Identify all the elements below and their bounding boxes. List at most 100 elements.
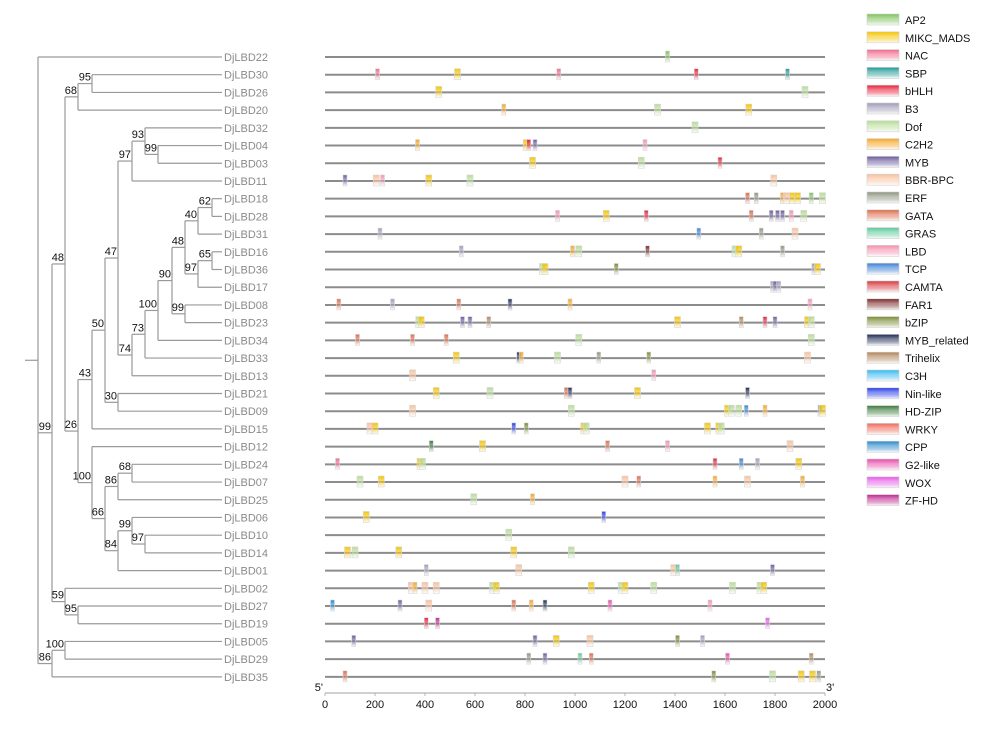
motif-bbr-bpc [804,351,811,364]
motif-myb-related [567,387,573,399]
motif-myb [351,635,357,647]
motif-dof [807,316,815,328]
motif-dof [567,546,575,559]
axis-tick-label: 1800 [763,699,787,711]
legend-item: CAMTA [866,280,943,294]
legend-label: C2H2 [905,140,933,152]
legend-item: bZIP [866,316,928,330]
motif-gata [336,298,342,311]
motif-gras [577,652,583,665]
legend-label: WOX [905,478,932,490]
gene-label: DjLBD28 [224,211,268,223]
legend-label: GRAS [905,229,936,241]
motif-gata [342,670,348,683]
gene-label: DjLBD26 [224,87,268,99]
motif-c2h2 [415,139,420,151]
legend-label: LBD [905,246,926,258]
motif-gata [563,387,569,399]
motif-gras [675,564,680,576]
motif-lbd [380,174,385,187]
motif-dof [351,546,359,559]
motif-dof [800,210,808,222]
motif-c2h2 [567,298,573,311]
motif-dof [356,475,364,488]
phylogenetic-tree: 9568939997624048659790991007374473050432… [25,56,222,678]
motif-lbd [788,210,794,222]
axis-tick-label: 200 [366,699,384,711]
motif-dof [554,351,561,364]
legend-item: MIKC_MADS [866,31,970,45]
motif-bhlh [717,156,723,169]
motif-myb-related [745,387,750,399]
gene-track-row [325,50,825,63]
motif-bbr-bpc [621,475,629,488]
bootstrap-value: 48 [172,235,184,247]
bootstrap-value: 95 [65,603,77,615]
bootstrap-value: 97 [119,149,131,161]
gene-label: DjLBD22 [224,52,268,64]
motif-bbr-bpc [786,440,794,452]
bootstrap-value: 84 [105,539,117,551]
motif-bzip [711,670,717,683]
gene-label: DjLBD01 [224,566,268,578]
motif-c2h2 [762,404,768,417]
motif-mikc-mads [344,546,351,559]
gene-track-row [325,227,825,240]
motif-bhlh [712,458,718,470]
motif-mikc-mads [621,581,629,594]
bootstrap-value: 86 [39,652,51,664]
legend-label: HD-ZIP [905,407,942,419]
legend-label: FAR1 [905,300,933,312]
motif-myb [460,316,465,328]
bootstrap-value: 99 [145,142,157,154]
bootstrap-value: 30 [105,390,117,402]
gene-track-row [325,68,825,81]
motif-mikc-mads [760,581,768,594]
legend-swatch [866,369,900,382]
bootstrap-value: 68 [119,461,131,473]
gene-label: DjLBD31 [224,229,268,241]
gene-label: DjLBD09 [224,406,268,418]
motif-gata [456,298,462,311]
legend-item: CPP [866,440,928,454]
motif-dof [582,422,590,435]
bootstrap-value: 59 [52,590,64,602]
motif-mikc-mads [809,670,816,683]
gene-track-row [325,351,825,364]
gene-label: DjLBD05 [224,636,268,648]
bootstrap-value: 93 [132,129,144,141]
legend-item: FAR1 [866,298,933,312]
gene-track-row [325,422,825,435]
motif-myb [532,139,538,151]
legend-swatch [866,245,900,257]
legend-item: AP2 [866,13,926,27]
motif-c2h2 [712,475,718,488]
gene-label: DjLBD33 [224,353,268,365]
legend-swatch [866,387,900,400]
legend-swatch [866,120,900,133]
motif-bzip [646,351,652,364]
gene-track-row [325,440,825,452]
gene-label: DjLBD32 [224,123,268,135]
motif-myb [780,210,785,222]
motif-dof [650,581,658,594]
motif-mikc-mads [425,174,433,187]
legend-item: WRKY [866,423,939,436]
motif-mikc-mads [371,422,379,435]
motif-myb [467,316,473,328]
motif-bbr-bpc [586,635,594,647]
axis-tick-label: 1400 [663,699,687,711]
motif-dof [735,404,743,417]
gene-label: DjLBD14 [224,548,268,560]
motif-ap2 [665,50,670,63]
gene-label: DjLBD23 [224,318,268,330]
legend-label: MYB_related [905,335,969,347]
legend-label: Dof [905,122,923,134]
gene-track-row [325,458,825,470]
motif-gata [588,652,594,665]
motif-dof [470,493,478,506]
motif-mikc-mads [795,458,803,470]
motif-mikc-mads [541,263,549,275]
motif-b3 [423,564,429,576]
motif-mikc-mads [362,511,370,523]
